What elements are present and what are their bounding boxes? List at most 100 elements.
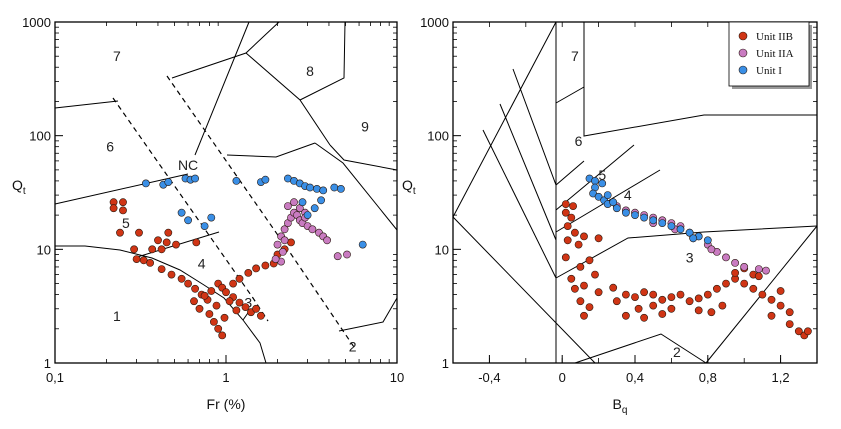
left-boundary-5-6 — [54, 173, 189, 205]
right-point-unit-i — [640, 213, 648, 222]
left-point-unit-iib — [162, 238, 171, 247]
right-point-unit-iib — [609, 283, 618, 292]
left-point-unit-iib — [116, 228, 124, 237]
legend-label-unit-iib: Unit IIB — [756, 31, 793, 43]
left-boundary-9 — [329, 144, 398, 171]
right-point-unit-iib — [785, 308, 794, 317]
left-data-points — [109, 174, 367, 340]
left-point-unit-i — [312, 184, 321, 193]
right-point-unit-iib — [585, 256, 594, 265]
right-outer-left — [452, 21, 557, 218]
left-point-unit-iia — [290, 198, 298, 207]
left-series-unit-i — [141, 174, 367, 249]
right-point-unit-iib — [718, 301, 727, 310]
left-point-unit-iib — [241, 303, 250, 311]
right-fan-3 — [499, 103, 557, 241]
right-zone-boundaries — [452, 21, 818, 364]
right-point-unit-iib — [561, 253, 570, 262]
left-point-unit-iib — [220, 313, 229, 322]
right-point-unit-iib — [707, 308, 716, 317]
left-zone-label-4: 4 — [198, 256, 206, 272]
right-point-unit-iib — [754, 272, 763, 281]
left-zone-label-6: 6 — [106, 139, 114, 155]
left-point-unit-iia — [323, 236, 331, 245]
left-point-unit-iib — [154, 236, 162, 245]
right-point-unit-iib — [563, 222, 572, 230]
left-point-unit-i — [310, 204, 319, 213]
left-point-unit-i — [261, 175, 270, 184]
left-point-unit-iib — [252, 304, 260, 313]
left-point-unit-iib — [225, 297, 234, 306]
left-series-unit-iib — [109, 198, 295, 340]
left-point-unit-i — [141, 179, 150, 188]
right-boundary-2 — [574, 333, 707, 364]
right-axis-ticks: -0,4 0 0,4 0,8 1,2 1 10 100 1000 — [420, 15, 818, 385]
left-boundary-2 — [338, 297, 398, 332]
left-point-unit-iib — [218, 331, 227, 340]
right-point-unit-iib — [580, 311, 588, 320]
left-point-unit-iib — [191, 284, 199, 293]
right-point-unit-iib — [631, 293, 639, 301]
right-point-unit-iib — [758, 290, 767, 299]
left-point-unit-iib — [235, 298, 244, 307]
left-zone-boundaries — [54, 21, 398, 364]
right-point-unit-i — [676, 225, 685, 234]
right-point-unit-i — [689, 234, 698, 243]
right-point-unit-i — [591, 176, 599, 185]
left-point-unit-iib — [172, 240, 180, 249]
left-point-unit-i — [232, 176, 241, 185]
left-point-unit-iib — [184, 279, 192, 288]
left-zone-label-7: 7 — [113, 48, 121, 64]
left-point-unit-iib — [229, 279, 237, 288]
right-x-tick-label: 0,8 — [699, 370, 717, 385]
right-bottom-left — [452, 216, 596, 364]
left-point-unit-iib — [157, 245, 166, 254]
left-x-tick-label: 0,1 — [46, 370, 64, 385]
right-point-unit-iib — [804, 327, 812, 336]
left-zone-label-9: 9 — [361, 119, 369, 135]
right-point-unit-i — [594, 192, 603, 201]
right-point-unit-iib — [776, 301, 785, 310]
right-point-unit-iib — [580, 232, 588, 241]
left-point-unit-iia — [280, 225, 289, 234]
left-point-unit-iib — [261, 261, 270, 270]
legend-label-unit-iia: Unit IIA — [756, 48, 794, 60]
right-point-unit-i — [598, 179, 607, 188]
left-point-unit-iia — [308, 225, 317, 234]
legend: Unit IIB Unit IIA Unit I — [728, 21, 812, 89]
right-point-unit-iib — [649, 301, 658, 310]
left-point-unit-i — [358, 240, 367, 249]
left-point-unit-iia — [273, 240, 282, 249]
right-point-unit-iib — [576, 262, 585, 271]
right-point-unit-iib — [722, 279, 730, 288]
left-point-unit-iib — [132, 255, 141, 263]
right-point-unit-iib — [594, 288, 603, 297]
left-zone-labels: 7 8 9 6 NC 5 4 3 1 2 — [106, 48, 369, 354]
right-point-unit-iib — [649, 290, 658, 299]
right-point-unit-iib — [640, 313, 648, 322]
right-chart-panel: -0,4 0 0,4 0,8 1,2 1 10 100 1000 7 6 5 4 3 2 Bq Qt Un… — [402, 15, 818, 416]
right-point-unit-iib — [640, 288, 648, 297]
left-point-unit-iia — [343, 250, 351, 259]
right-y-axis-label-sub: t — [413, 186, 416, 197]
right-point-unit-iia — [762, 266, 770, 275]
legend-marker-unit-iia — [738, 48, 748, 58]
legend-entries: Unit IIB Unit IIA Unit I — [738, 31, 794, 77]
left-point-unit-iib — [232, 306, 241, 315]
left-point-unit-iib — [195, 304, 204, 313]
legend-marker-unit-iib — [738, 31, 748, 41]
left-zone-label-5: 5 — [122, 215, 130, 231]
right-fan-1 — [555, 86, 585, 104]
right-x-axis-label-main: B — [613, 396, 622, 412]
right-point-unit-i — [622, 208, 630, 217]
right-zone-label-3: 3 — [686, 249, 694, 265]
right-point-unit-iib — [658, 295, 667, 304]
right-point-unit-iib — [594, 234, 603, 243]
right-point-unit-iib — [612, 297, 621, 306]
left-y-tick-label: 100 — [29, 129, 51, 144]
left-point-unit-iib — [148, 245, 157, 254]
left-point-unit-iib — [207, 287, 216, 295]
right-x-tick-label: -0,4 — [478, 370, 500, 385]
left-x-tick-label: 10 — [390, 370, 404, 385]
right-zone-label-6: 6 — [575, 133, 583, 149]
